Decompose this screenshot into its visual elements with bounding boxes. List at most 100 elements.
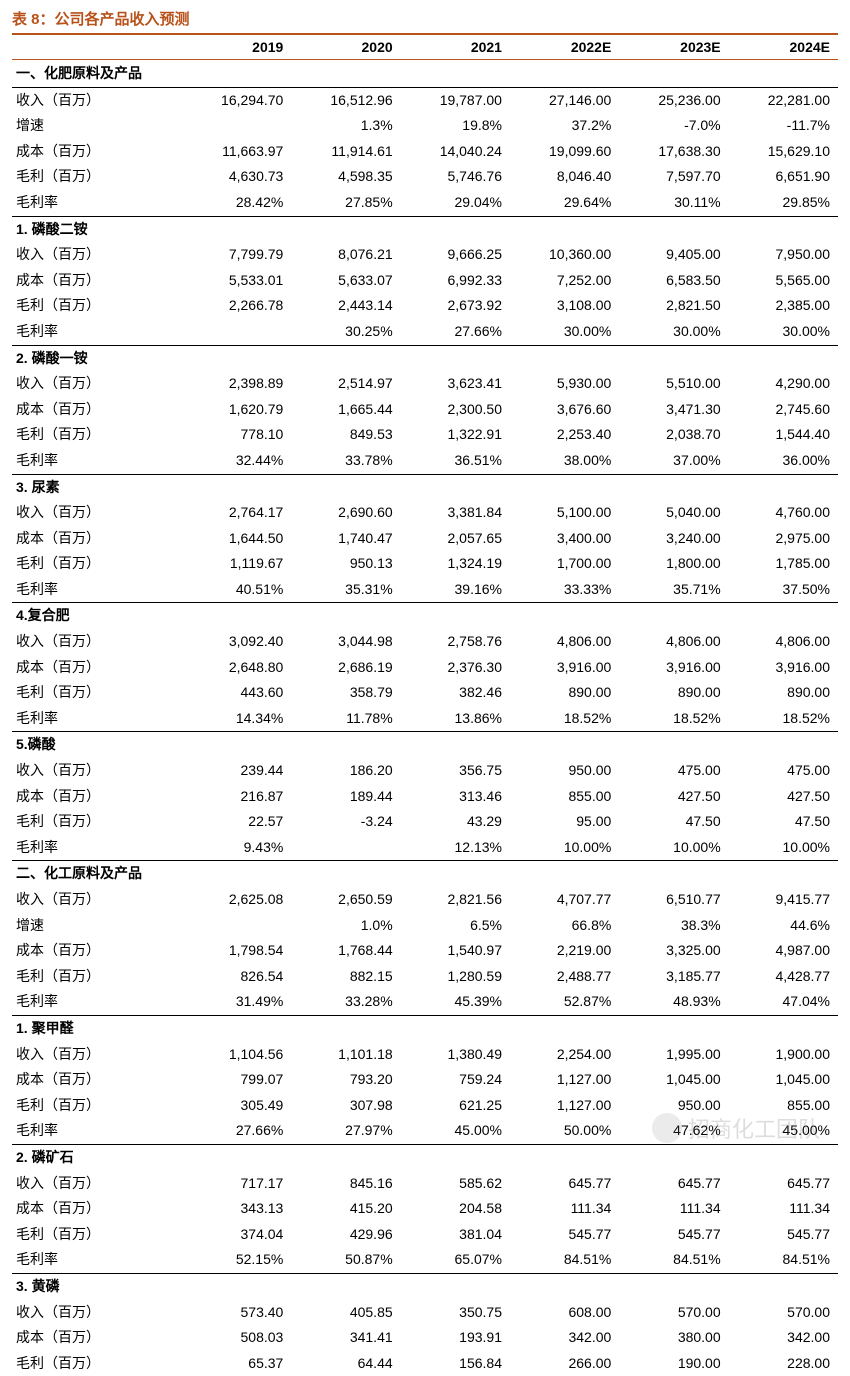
row-label: 毛利（百万） bbox=[12, 551, 182, 577]
cell-value: 5,565.00 bbox=[729, 268, 838, 294]
cell-value: 415.20 bbox=[291, 1196, 400, 1222]
cell-value: 307.98 bbox=[291, 1093, 400, 1119]
cell-value: 5,040.00 bbox=[619, 500, 728, 526]
row-label: 毛利（百万） bbox=[12, 809, 182, 835]
table-row: 成本（百万）1,644.501,740.472,057.653,400.003,… bbox=[12, 526, 838, 552]
table-row: 收入（百万）2,625.082,650.592,821.564,707.776,… bbox=[12, 887, 838, 913]
table-title: 表 8：公司各产品收入预测 bbox=[12, 8, 838, 29]
row-label: 毛利（百万） bbox=[12, 1093, 182, 1119]
cell-value: 239.44 bbox=[182, 758, 291, 784]
cell-value: 1,544.40 bbox=[729, 422, 838, 448]
cell-value: 8,076.21 bbox=[291, 242, 400, 268]
cell-value bbox=[182, 1144, 291, 1170]
cell-value: 39.16% bbox=[401, 577, 510, 603]
cell-value: 36.00% bbox=[729, 448, 838, 474]
cell-value bbox=[619, 474, 728, 500]
cell-value: 18.52% bbox=[510, 706, 619, 732]
cell-value: 9,405.00 bbox=[619, 242, 728, 268]
cell-value: 2,650.59 bbox=[291, 887, 400, 913]
cell-value: 374.04 bbox=[182, 1222, 291, 1248]
cell-value bbox=[619, 216, 728, 242]
cell-value: 38.00% bbox=[510, 448, 619, 474]
cell-value: 64.44 bbox=[291, 1351, 400, 1376]
table-row: 成本（百万）11,663.9711,914.6114,040.2419,099.… bbox=[12, 139, 838, 165]
cell-value: 50.87% bbox=[291, 1247, 400, 1273]
cell-value bbox=[401, 603, 510, 629]
cell-value: 17,638.30 bbox=[619, 139, 728, 165]
col-year: 2020 bbox=[291, 34, 400, 60]
cell-value: 156.84 bbox=[401, 1351, 510, 1376]
cell-value: 9.43% bbox=[182, 835, 291, 861]
cell-value bbox=[291, 835, 400, 861]
cell-value: 16,512.96 bbox=[291, 87, 400, 113]
cell-value: 2,300.50 bbox=[401, 397, 510, 423]
row-label: 毛利率 bbox=[12, 706, 182, 732]
cell-value bbox=[291, 732, 400, 758]
table-row: 成本（百万）508.03341.41193.91342.00380.00342.… bbox=[12, 1325, 838, 1351]
cell-value: 45.00% bbox=[401, 1118, 510, 1144]
cell-value: 5,633.07 bbox=[291, 268, 400, 294]
cell-value: 855.00 bbox=[510, 784, 619, 810]
cell-value: 30.00% bbox=[510, 319, 619, 345]
cell-value bbox=[619, 1144, 728, 1170]
row-label: 成本（百万） bbox=[12, 1067, 182, 1093]
cell-value bbox=[291, 1144, 400, 1170]
row-label: 毛利率 bbox=[12, 577, 182, 603]
cell-value bbox=[401, 1144, 510, 1170]
cell-value bbox=[401, 732, 510, 758]
cell-value: 10.00% bbox=[510, 835, 619, 861]
cell-value: 33.33% bbox=[510, 577, 619, 603]
cell-value: 3,325.00 bbox=[619, 938, 728, 964]
cell-value: 45.39% bbox=[401, 989, 510, 1015]
cell-value bbox=[729, 732, 838, 758]
cell-value: 2,253.40 bbox=[510, 422, 619, 448]
row-label: 毛利（百万） bbox=[12, 1351, 182, 1376]
cell-value bbox=[510, 345, 619, 371]
cell-value: 2,376.30 bbox=[401, 655, 510, 681]
cell-value: 6.5% bbox=[401, 913, 510, 939]
cell-value: 84.51% bbox=[729, 1247, 838, 1273]
cell-value: 2,254.00 bbox=[510, 1042, 619, 1068]
row-label: 毛利率 bbox=[12, 1118, 182, 1144]
cell-value: 356.75 bbox=[401, 758, 510, 784]
cell-value: 645.77 bbox=[619, 1171, 728, 1197]
row-label: 1. 聚甲醛 bbox=[12, 1015, 182, 1041]
cell-value: 4,806.00 bbox=[619, 629, 728, 655]
table-row: 增速1.0%6.5%66.8%38.3%44.6% bbox=[12, 913, 838, 939]
cell-value bbox=[291, 603, 400, 629]
table-row: 毛利（百万）374.04429.96381.04545.77545.77545.… bbox=[12, 1222, 838, 1248]
cell-value: 10.00% bbox=[729, 835, 838, 861]
cell-value: 3,108.00 bbox=[510, 293, 619, 319]
cell-value: 2,219.00 bbox=[510, 938, 619, 964]
cell-value: 313.46 bbox=[401, 784, 510, 810]
table-body: 一、化肥原料及产品收入（百万）16,294.7016,512.9619,787.… bbox=[12, 60, 838, 1376]
cell-value: 4,598.35 bbox=[291, 164, 400, 190]
cell-value: 9,415.77 bbox=[729, 887, 838, 913]
cell-value: 2,514.97 bbox=[291, 371, 400, 397]
cell-value: 778.10 bbox=[182, 422, 291, 448]
cell-value: 29.04% bbox=[401, 190, 510, 216]
cell-value: 342.00 bbox=[729, 1325, 838, 1351]
row-label: 收入（百万） bbox=[12, 1171, 182, 1197]
table-row: 3. 尿素 bbox=[12, 474, 838, 500]
cell-value: 4,630.73 bbox=[182, 164, 291, 190]
row-label: 5.磷酸 bbox=[12, 732, 182, 758]
cell-value: 29.64% bbox=[510, 190, 619, 216]
cell-value: 570.00 bbox=[619, 1300, 728, 1326]
cell-value: 11,663.97 bbox=[182, 139, 291, 165]
table-row: 毛利率28.42%27.85%29.04%29.64%30.11%29.85% bbox=[12, 190, 838, 216]
row-label: 3. 尿素 bbox=[12, 474, 182, 500]
cell-value: 343.13 bbox=[182, 1196, 291, 1222]
cell-value: 2,398.89 bbox=[182, 371, 291, 397]
cell-value: 645.77 bbox=[510, 1171, 619, 1197]
cell-value: 2,266.78 bbox=[182, 293, 291, 319]
row-label: 成本（百万） bbox=[12, 397, 182, 423]
cell-value: 45.00% bbox=[729, 1118, 838, 1144]
col-label bbox=[12, 34, 182, 60]
cell-value bbox=[729, 216, 838, 242]
row-label: 成本（百万） bbox=[12, 938, 182, 964]
cell-value: 11.78% bbox=[291, 706, 400, 732]
cell-value: 27.66% bbox=[182, 1118, 291, 1144]
cell-value: 30.11% bbox=[619, 190, 728, 216]
cell-value: 545.77 bbox=[729, 1222, 838, 1248]
